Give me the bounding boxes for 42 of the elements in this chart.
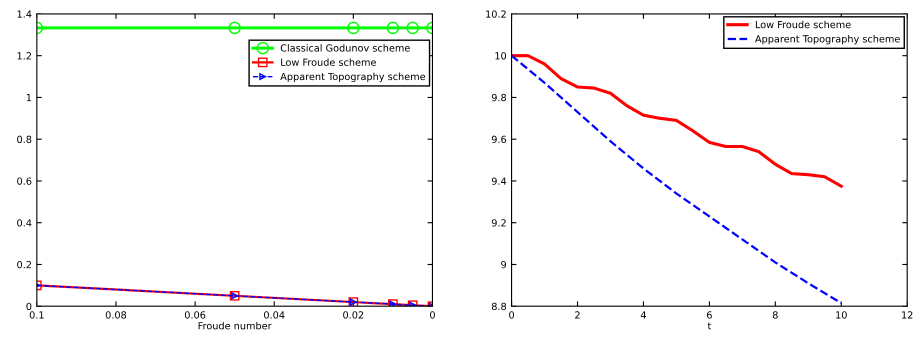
x-tick-label: 4 [640,311,646,318]
y-tick-label: 8.8 [492,302,506,310]
line-series [512,54,842,304]
y-tick-label: 10 [495,52,506,60]
legend-label: Low Froude scheme [281,58,376,66]
y-tick-label: 0.4 [17,219,32,227]
x-axis-title: t [708,322,712,330]
x-tick-label: 12 [902,311,912,318]
y-tick-label: 0 [26,302,32,310]
x-tick-label: 0.06 [184,311,206,319]
x-tick-label: 0.1 [30,311,44,319]
y-tick-label: 1.4 [18,10,32,18]
y-tick-label: 0.2 [17,260,32,268]
x-tick-label: 0.04 [264,311,284,319]
x-tick-label: 0 [509,311,514,319]
y-tick-label: 1 [26,94,32,102]
x-tick-label: 8 [772,311,778,319]
x-tick-label: 0 [430,311,435,319]
line-series [512,54,843,188]
point [406,22,419,34]
x-tick-label: 10 [836,311,847,319]
x-tick-label: 2 [575,311,580,318]
x-axis-title: Froude number [198,322,272,330]
x-tick-label: 0.02 [343,311,364,319]
y-tick-label: 0.8 [17,136,32,144]
y-tick-label: 9.2 [492,219,506,227]
y-tick-label: 9.8 [492,94,506,102]
legend-label: Apparent Topography scheme [755,34,900,44]
y-tick-label: 9 [501,260,506,268]
legend-label: Low Froude scheme [756,20,851,28]
y-tick-label: 9.4 [492,177,506,185]
legend-label: Apparent Topography scheme [280,72,426,82]
y-tick-label: 10.2 [486,10,506,18]
x-tick-label: 0.08 [106,311,126,319]
point [228,22,241,34]
point [386,22,400,34]
x-tick-label: 6 [706,311,712,319]
y-tick-label: 0.6 [17,177,32,185]
y-tick-label: 9.6 [492,136,506,144]
legend-label: Classical Godunov scheme [280,44,410,52]
point [347,22,360,34]
y-tick-label: 1.2 [18,52,32,60]
